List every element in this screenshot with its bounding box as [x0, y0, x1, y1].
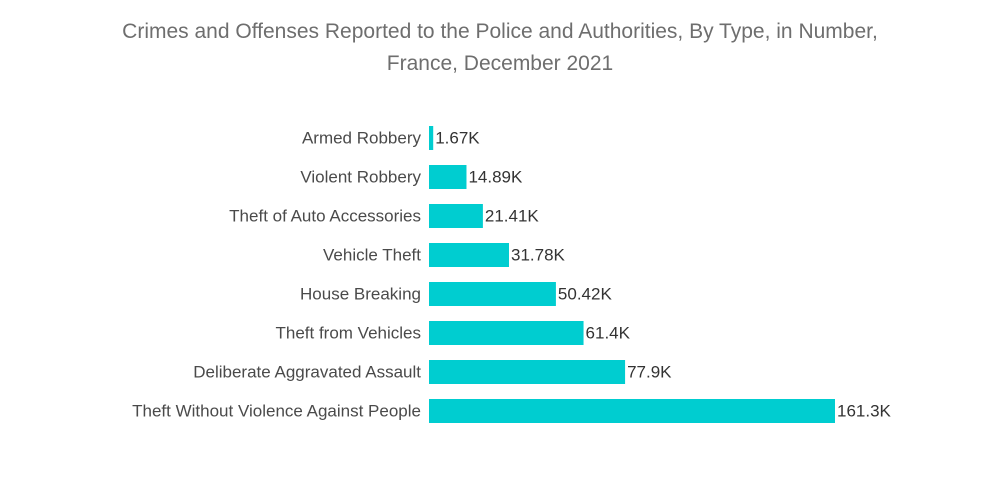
bar — [429, 126, 434, 150]
category-label: Deliberate Aggravated Assault — [193, 363, 421, 382]
category-label: Violent Robbery — [300, 168, 421, 187]
bar — [429, 243, 509, 267]
value-label: 50.42K — [558, 285, 613, 304]
chart-title: Crimes and Offenses Reported to the Poli… — [60, 16, 940, 80]
value-label: 14.89K — [468, 168, 523, 187]
category-label: Theft from Vehicles — [275, 324, 421, 343]
category-label: House Breaking — [300, 285, 421, 304]
value-label: 31.78K — [511, 246, 566, 265]
category-label: Vehicle Theft — [323, 246, 421, 265]
category-label: Armed Robbery — [302, 129, 422, 148]
value-label: 161.3K — [837, 402, 892, 421]
bar — [429, 360, 626, 384]
bar — [429, 282, 556, 306]
chart-title-line-2: France, December 2021 — [386, 52, 614, 75]
chart-title-line-1: Crimes and Offenses Reported to the Poli… — [122, 20, 878, 43]
value-label: 77.9K — [627, 363, 672, 382]
value-label: 1.67K — [435, 129, 480, 148]
bar — [429, 165, 467, 189]
value-label: 61.4K — [586, 324, 631, 343]
category-label: Theft Without Violence Against People — [132, 402, 421, 421]
bar — [429, 321, 584, 345]
value-label: 21.41K — [485, 207, 540, 226]
category-label: Theft of Auto Accessories — [229, 207, 421, 226]
bar — [429, 204, 483, 228]
bar — [429, 399, 835, 423]
